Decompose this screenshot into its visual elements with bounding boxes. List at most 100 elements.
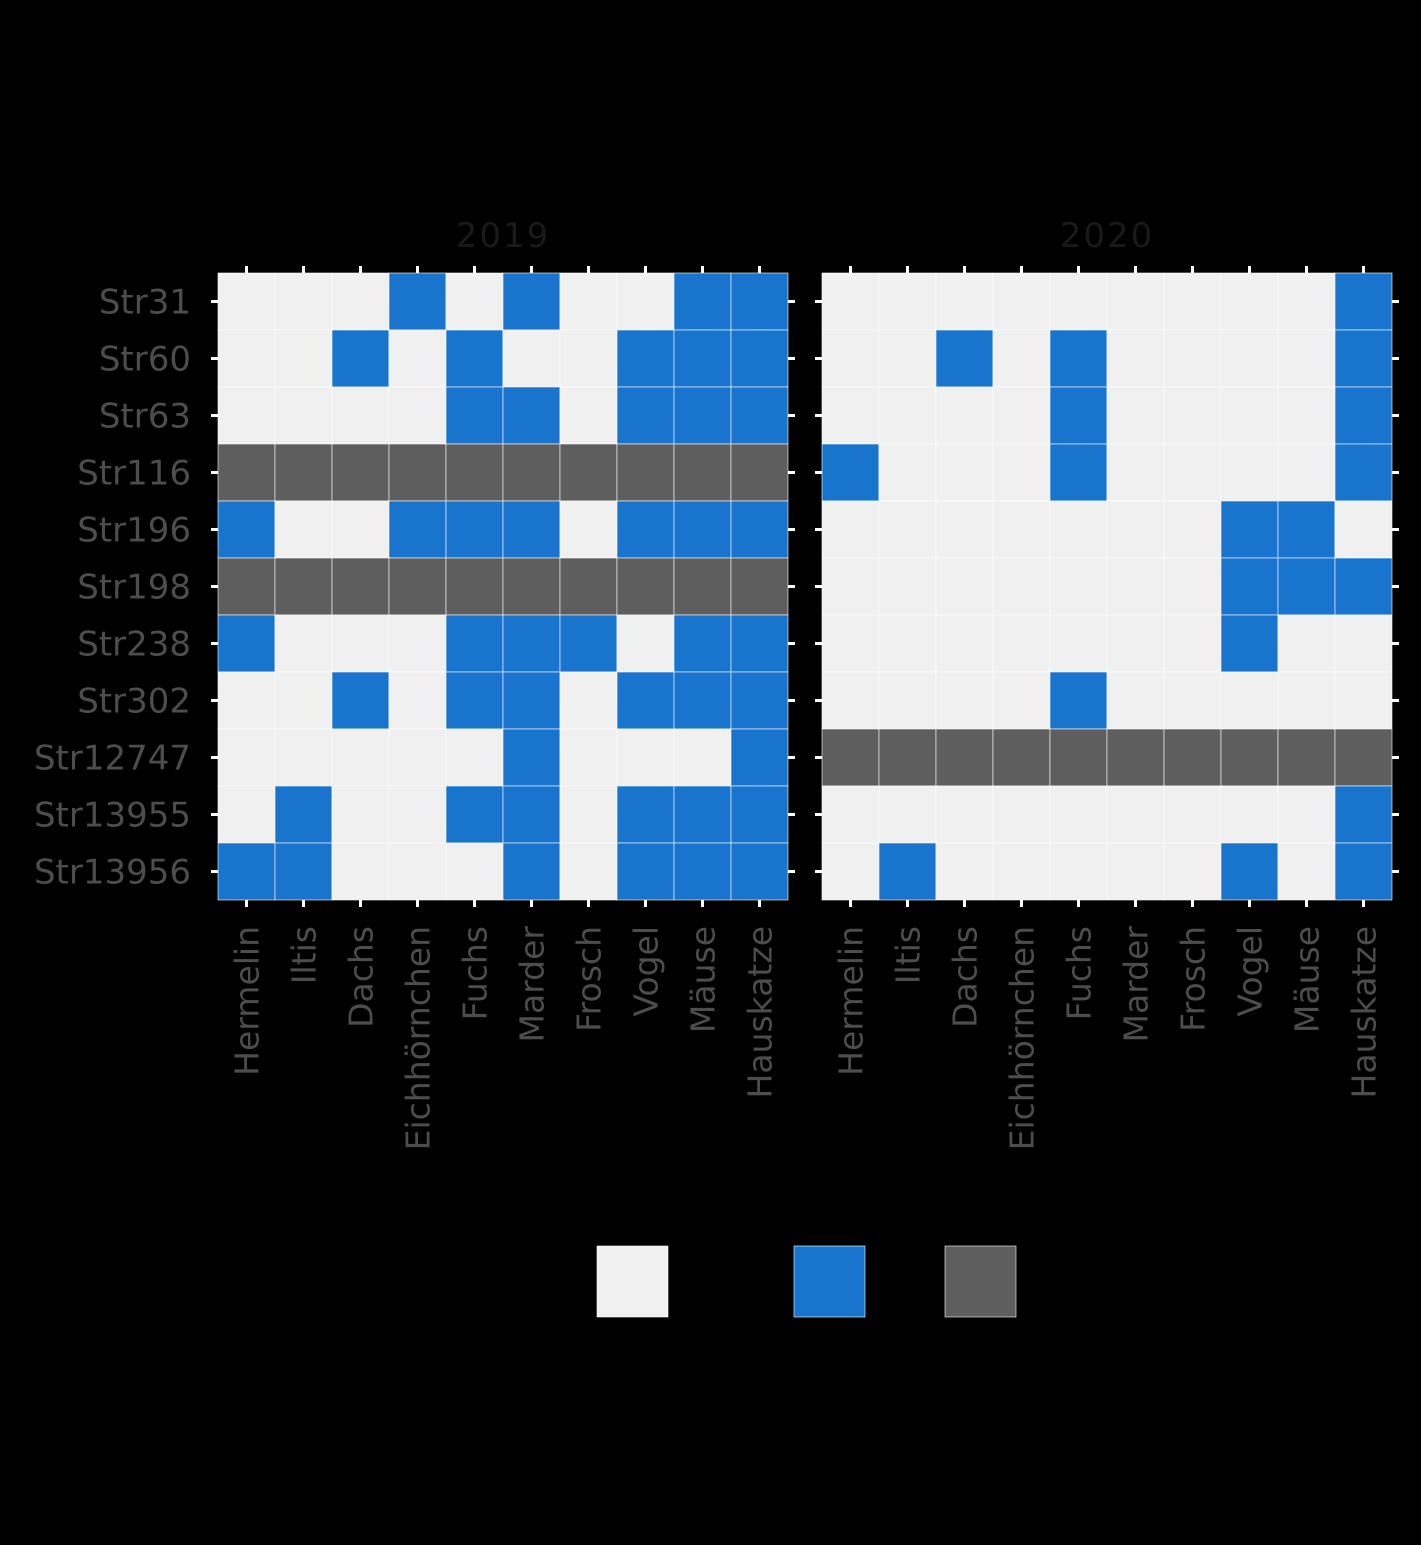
heatmap-cell-2020-Str238-Vogel xyxy=(1220,614,1279,673)
heatmap-cell-2020-Str60-Eichhörnchen xyxy=(992,329,1051,388)
y-tick-label-Str63: Str63 xyxy=(99,397,191,437)
heatmap-cell-2019-Str13955-Frosch xyxy=(559,785,618,844)
heatmap-cell-2020-Str13956-Mäuse xyxy=(1277,842,1336,901)
heatmap-cell-2020-Str13956-Fuchs xyxy=(1049,842,1108,901)
x-tick-label-2020-Vogel: Vogel xyxy=(1231,926,1270,1017)
x-tick-label-2019-Vogel: Vogel xyxy=(627,926,666,1017)
heatmap-cell-2019-Str12747-Hauskatze xyxy=(730,728,789,787)
heatmap-cell-2019-Str60-Mäuse xyxy=(673,329,732,388)
heatmap-cell-2019-Str116-Vogel xyxy=(616,443,675,502)
heatmap-cell-2020-Str238-Iltis xyxy=(878,614,937,673)
heatmap-cell-2020-Str198-Hermelin xyxy=(821,557,880,616)
legend-swatch-0 xyxy=(596,1245,669,1318)
y-tick-label-Str196: Str196 xyxy=(77,511,191,551)
heatmap-cell-2019-Str13956-Vogel xyxy=(616,842,675,901)
heatmap-cell-2020-Str60-Dachs xyxy=(935,329,994,388)
heatmap-cell-2020-Str13956-Hermelin xyxy=(821,842,880,901)
heatmap-cell-2020-Str63-Vogel xyxy=(1220,386,1279,445)
heatmap-cell-2019-Str60-Eichhörnchen xyxy=(388,329,447,388)
heatmap-cell-2019-Str302-Marder xyxy=(502,671,561,730)
heatmap-cell-2020-Str238-Fuchs xyxy=(1049,614,1108,673)
heatmap-cell-2020-Str13955-Hermelin xyxy=(821,785,880,844)
heatmap-cell-2020-Str31-Mäuse xyxy=(1277,272,1336,331)
heatmap-cell-2020-Str31-Iltis xyxy=(878,272,937,331)
heatmap-cell-2019-Str116-Dachs xyxy=(331,443,390,502)
heatmap-cell-2020-Str13956-Vogel xyxy=(1220,842,1279,901)
heatmap-cell-2020-Str63-Dachs xyxy=(935,386,994,445)
heatmap-cell-2020-Str302-Iltis xyxy=(878,671,937,730)
heatmap-cell-2020-Str63-Frosch xyxy=(1163,386,1222,445)
heatmap-cell-2019-Str63-Iltis xyxy=(274,386,333,445)
y-tick-label-Str12747: Str12747 xyxy=(34,739,191,779)
heatmap-cell-2019-Str238-Mäuse xyxy=(673,614,732,673)
heatmap-cell-2020-Str116-Marder xyxy=(1106,443,1165,502)
heatmap-cell-2019-Str302-Frosch xyxy=(559,671,618,730)
heatmap-cell-2020-Str60-Vogel xyxy=(1220,329,1279,388)
heatmap-cell-2019-Str198-Hauskatze xyxy=(730,557,789,616)
heatmap-cell-2019-Str302-Hauskatze xyxy=(730,671,789,730)
heatmap-cell-2019-Str116-Hauskatze xyxy=(730,443,789,502)
heatmap-cell-2020-Str13956-Eichhörnchen xyxy=(992,842,1051,901)
heatmap-cell-2020-Str63-Hauskatze xyxy=(1334,386,1393,445)
y-tick-label-Str13956: Str13956 xyxy=(34,853,191,893)
heatmap-cell-2020-Str12747-Iltis xyxy=(878,728,937,787)
heatmap-cell-2019-Str31-Vogel xyxy=(616,272,675,331)
heatmap-cell-2019-Str12747-Mäuse xyxy=(673,728,732,787)
heatmap-cell-2019-Str198-Eichhörnchen xyxy=(388,557,447,616)
y-tick-label-Str116: Str116 xyxy=(77,454,191,494)
heatmap-cell-2020-Str12747-Dachs xyxy=(935,728,994,787)
heatmap-cell-2020-Str31-Hauskatze xyxy=(1334,272,1393,331)
heatmap-cell-2019-Str198-Fuchs xyxy=(445,557,504,616)
heatmap-cell-2019-Str198-Vogel xyxy=(616,557,675,616)
heatmap-cell-2020-Str198-Eichhörnchen xyxy=(992,557,1051,616)
heatmap-cell-2019-Str12747-Eichhörnchen xyxy=(388,728,447,787)
heatmap-cell-2019-Str116-Fuchs xyxy=(445,443,504,502)
heatmap-cell-2020-Str196-Fuchs xyxy=(1049,500,1108,559)
heatmap-cell-2019-Str60-Vogel xyxy=(616,329,675,388)
heatmap-cell-2019-Str63-Frosch xyxy=(559,386,618,445)
heatmap-cell-2020-Str12747-Vogel xyxy=(1220,728,1279,787)
heatmap-cell-2020-Str196-Frosch xyxy=(1163,500,1222,559)
heatmap-cell-2019-Str31-Eichhörnchen xyxy=(388,272,447,331)
heatmap-cell-2019-Str116-Eichhörnchen xyxy=(388,443,447,502)
heatmap-cell-2019-Str238-Hermelin xyxy=(217,614,276,673)
heatmap-cell-2019-Str198-Dachs xyxy=(331,557,390,616)
heatmap-cell-2020-Str198-Hauskatze xyxy=(1334,557,1393,616)
heatmap-cell-2019-Str13955-Iltis xyxy=(274,785,333,844)
heatmap-cell-2020-Str31-Hermelin xyxy=(821,272,880,331)
heatmap-cell-2020-Str60-Fuchs xyxy=(1049,329,1108,388)
heatmap-cell-2020-Str13956-Frosch xyxy=(1163,842,1222,901)
x-tick-label-2019-Iltis: Iltis xyxy=(285,926,324,984)
heatmap-cell-2019-Str13956-Mäuse xyxy=(673,842,732,901)
y-tick-label-Str13955: Str13955 xyxy=(34,796,191,836)
heatmap-cell-2019-Str198-Hermelin xyxy=(217,557,276,616)
heatmap-cell-2020-Str60-Iltis xyxy=(878,329,937,388)
heatmap-cell-2020-Str198-Vogel xyxy=(1220,557,1279,616)
heatmap-cell-2019-Str63-Eichhörnchen xyxy=(388,386,447,445)
heatmap-cell-2020-Str13955-Dachs xyxy=(935,785,994,844)
heatmap-cell-2019-Str196-Hauskatze xyxy=(730,500,789,559)
heatmap-cell-2019-Str31-Hauskatze xyxy=(730,272,789,331)
heatmap-cell-2019-Str13955-Eichhörnchen xyxy=(388,785,447,844)
heatmap-cell-2019-Str302-Hermelin xyxy=(217,671,276,730)
heatmap-cell-2019-Str60-Hauskatze xyxy=(730,329,789,388)
heatmap-cell-2019-Str63-Marder xyxy=(502,386,561,445)
heatmap-cell-2019-Str116-Hermelin xyxy=(217,443,276,502)
x-tick-label-2019-Mäuse: Mäuse xyxy=(684,926,723,1033)
heatmap-cell-2020-Str60-Hauskatze xyxy=(1334,329,1393,388)
heatmap-cell-2019-Str13956-Frosch xyxy=(559,842,618,901)
y-tick-label-Str302: Str302 xyxy=(77,682,191,722)
heatmap-cell-2019-Str12747-Vogel xyxy=(616,728,675,787)
heatmap-cell-2020-Str116-Vogel xyxy=(1220,443,1279,502)
heatmap-cell-2019-Str63-Fuchs xyxy=(445,386,504,445)
heatmap-cell-2019-Str31-Marder xyxy=(502,272,561,331)
heatmap-cell-2019-Str302-Iltis xyxy=(274,671,333,730)
heatmap-cell-2020-Str12747-Frosch xyxy=(1163,728,1222,787)
heatmap-cell-2020-Str13955-Fuchs xyxy=(1049,785,1108,844)
y-tick-label-Str60: Str60 xyxy=(99,340,191,380)
heatmap-cell-2020-Str196-Mäuse xyxy=(1277,500,1336,559)
heatmap-cell-2019-Str198-Frosch xyxy=(559,557,618,616)
legend-swatch-1 xyxy=(793,1245,866,1318)
heatmap-cell-2020-Str198-Frosch xyxy=(1163,557,1222,616)
